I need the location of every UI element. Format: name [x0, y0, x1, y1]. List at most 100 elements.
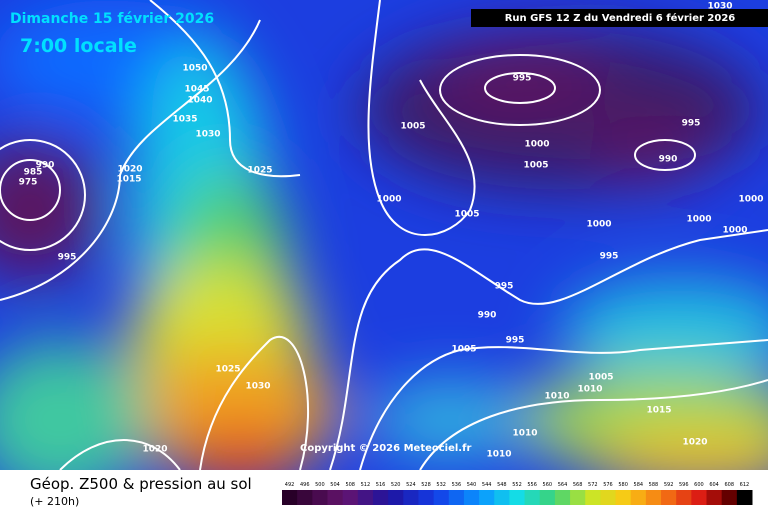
legend-label: 552	[512, 482, 522, 488]
legend-swatch	[539, 490, 556, 505]
run-banner	[471, 9, 768, 27]
legend-swatch	[463, 490, 480, 505]
run-info: Run GFS 12 Z du Vendredi 6 février 2026	[505, 12, 736, 24]
isobar-label: 995	[495, 282, 514, 292]
isobar-label: 1015	[116, 175, 141, 185]
copyright: Copyright © 2026 Meteociel.fr	[300, 443, 471, 454]
legend-swatch	[585, 490, 601, 505]
legend-label: 560	[543, 482, 553, 488]
isobar-label: 1050	[182, 64, 207, 74]
map-time: 7:00 locale	[20, 35, 137, 57]
isobar-label: 1025	[247, 166, 272, 176]
isobar-label: 995	[58, 253, 77, 263]
isobar-label: 1000	[722, 226, 747, 236]
legend-label: 508	[345, 482, 355, 488]
isobar-label: 1010	[512, 429, 537, 439]
isobar-label: 995	[600, 252, 619, 262]
isobar-label: 1025	[215, 365, 240, 375]
legend-label: 512	[361, 482, 371, 488]
legend-label: 528	[421, 482, 431, 488]
isobar-label: 985	[24, 168, 43, 178]
legend-label: 520	[391, 482, 401, 488]
legend-swatch	[706, 490, 723, 505]
legend-label: 584	[634, 482, 644, 488]
isobar-label: 1000	[738, 195, 763, 205]
legend-swatch	[570, 490, 586, 505]
legend-label: 548	[497, 482, 507, 488]
legend-swatch	[433, 490, 450, 505]
isobar-label: 995	[513, 74, 532, 84]
legend-swatch	[615, 490, 632, 505]
legend-swatch	[645, 490, 662, 505]
legend-swatch	[403, 490, 419, 505]
legend-swatch	[282, 490, 298, 505]
isobar-label: 1030	[707, 2, 732, 12]
legend-swatch	[494, 490, 510, 505]
legend-label: 600	[694, 482, 704, 488]
legend-label: 608	[724, 482, 734, 488]
footer-lead: (+ 210h)	[30, 495, 79, 508]
legend-label: 568	[573, 482, 583, 488]
isobar-label: 1000	[524, 140, 549, 150]
isobar-label: 995	[506, 336, 525, 346]
isobar-label: 1005	[454, 210, 479, 220]
legend-swatch	[691, 490, 708, 505]
legend-swatch	[357, 490, 374, 505]
legend-swatch	[676, 490, 692, 505]
isobar-label: 1000	[376, 195, 401, 205]
legend-swatch	[479, 490, 495, 505]
color-legend: 492 496 500 504 508 512 516 520 524 528 532 536 540 5…	[282, 482, 753, 505]
legend-label: 576	[603, 482, 613, 488]
legend-swatch	[342, 490, 359, 505]
legend-swatch	[509, 490, 526, 505]
legend-swatch	[312, 490, 328, 505]
isobar-label: 990	[36, 161, 55, 171]
isobar-label: 1005	[400, 122, 425, 132]
legend-label: 532	[436, 482, 446, 488]
legend-swatch	[736, 490, 753, 505]
legend-label: 516	[376, 482, 386, 488]
legend-label: 572	[588, 482, 598, 488]
isobar-label: 1035	[172, 115, 197, 125]
legend-swatch	[630, 490, 647, 505]
legend-label: 504	[330, 482, 340, 488]
isobar-label: 1005	[588, 373, 613, 383]
legend-swatch	[600, 490, 617, 505]
legend-label: 496	[300, 482, 310, 488]
isobar-label: 1005	[523, 161, 548, 171]
isobar-label: 1030	[245, 382, 270, 392]
legend-swatch	[372, 490, 389, 505]
legend-swatch	[661, 490, 677, 505]
legend-label: 596	[679, 482, 689, 488]
legend-label: 592	[664, 482, 674, 488]
legend-label: 588	[649, 482, 659, 488]
legend-label: 540	[467, 482, 477, 488]
isobar-label: 990	[659, 155, 678, 165]
isobar-label: 1020	[682, 438, 707, 448]
legend-swatch	[448, 490, 465, 505]
isobar-label: 1010	[544, 392, 569, 402]
isobar-label: 1010	[577, 385, 602, 395]
isobar-label: 1000	[586, 220, 611, 230]
isobar-label: 1020	[117, 165, 142, 175]
isobar-label: 1040	[187, 96, 212, 106]
legend-label: 556	[527, 482, 537, 488]
legend-label: 492	[285, 482, 295, 488]
legend-swatch	[297, 490, 313, 505]
footer-title: Géop. Z500 & pression au sol	[30, 475, 252, 493]
isobar-label: 1005	[451, 345, 476, 355]
isobar-label: 995	[682, 119, 701, 129]
legend-label: 524	[406, 482, 416, 488]
legend-label: 544	[482, 482, 492, 488]
isobar-label: 1020	[142, 445, 167, 455]
legend-swatch	[418, 490, 435, 505]
isobar-label: 990	[478, 311, 497, 321]
legend-label: 500	[315, 482, 325, 488]
legend-label: 612	[740, 482, 750, 488]
legend-label: 604	[709, 482, 719, 488]
legend-label: 536	[452, 482, 462, 488]
legend-label: 564	[558, 482, 568, 488]
legend-swatch	[388, 490, 404, 505]
